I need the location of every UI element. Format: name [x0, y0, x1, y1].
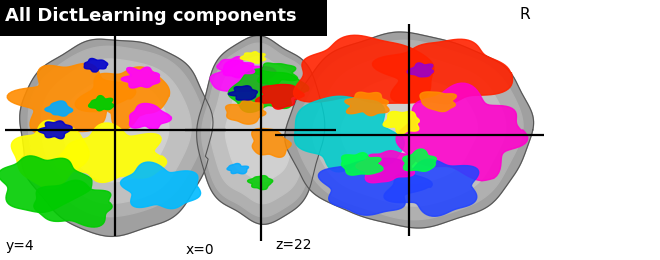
Polygon shape [296, 40, 523, 220]
Polygon shape [75, 67, 170, 130]
Polygon shape [356, 151, 416, 183]
Polygon shape [383, 112, 419, 134]
Polygon shape [63, 80, 169, 182]
Polygon shape [210, 60, 276, 92]
Text: All DictLearning components: All DictLearning components [5, 7, 297, 25]
Text: R: R [520, 6, 531, 22]
Polygon shape [20, 39, 213, 236]
FancyBboxPatch shape [0, 0, 327, 36]
Polygon shape [217, 57, 255, 78]
Polygon shape [372, 39, 513, 104]
Polygon shape [407, 63, 434, 77]
Text: L: L [289, 6, 298, 22]
Polygon shape [226, 100, 266, 124]
Polygon shape [396, 83, 528, 181]
Polygon shape [211, 56, 311, 204]
Polygon shape [403, 149, 436, 171]
Polygon shape [240, 52, 265, 63]
Text: y=4: y=4 [5, 239, 34, 253]
Polygon shape [202, 43, 319, 217]
Polygon shape [226, 78, 296, 182]
Polygon shape [294, 96, 405, 172]
Polygon shape [28, 46, 205, 217]
Polygon shape [252, 63, 298, 85]
Polygon shape [121, 162, 201, 209]
Text: R: R [201, 6, 212, 21]
Polygon shape [318, 158, 432, 215]
Polygon shape [11, 120, 89, 188]
Polygon shape [7, 63, 136, 134]
Polygon shape [129, 103, 172, 130]
Polygon shape [251, 128, 291, 157]
Polygon shape [248, 176, 273, 190]
Polygon shape [313, 54, 506, 206]
Text: L: L [20, 6, 29, 21]
Polygon shape [228, 70, 309, 112]
Polygon shape [255, 84, 304, 109]
Polygon shape [84, 58, 108, 72]
Polygon shape [197, 36, 325, 224]
Polygon shape [45, 101, 73, 116]
Polygon shape [228, 86, 257, 100]
Polygon shape [38, 121, 72, 139]
Polygon shape [34, 180, 112, 227]
Polygon shape [227, 164, 249, 174]
Polygon shape [0, 156, 92, 212]
Text: x=0: x=0 [185, 243, 214, 257]
Polygon shape [384, 159, 478, 216]
Polygon shape [341, 76, 477, 184]
Polygon shape [294, 35, 434, 103]
Polygon shape [341, 153, 383, 175]
Polygon shape [121, 67, 160, 88]
Polygon shape [88, 96, 114, 111]
Polygon shape [42, 59, 191, 204]
Polygon shape [285, 32, 533, 228]
Polygon shape [345, 92, 389, 116]
Polygon shape [55, 123, 166, 183]
Polygon shape [420, 92, 456, 112]
Text: z=22: z=22 [275, 238, 312, 252]
